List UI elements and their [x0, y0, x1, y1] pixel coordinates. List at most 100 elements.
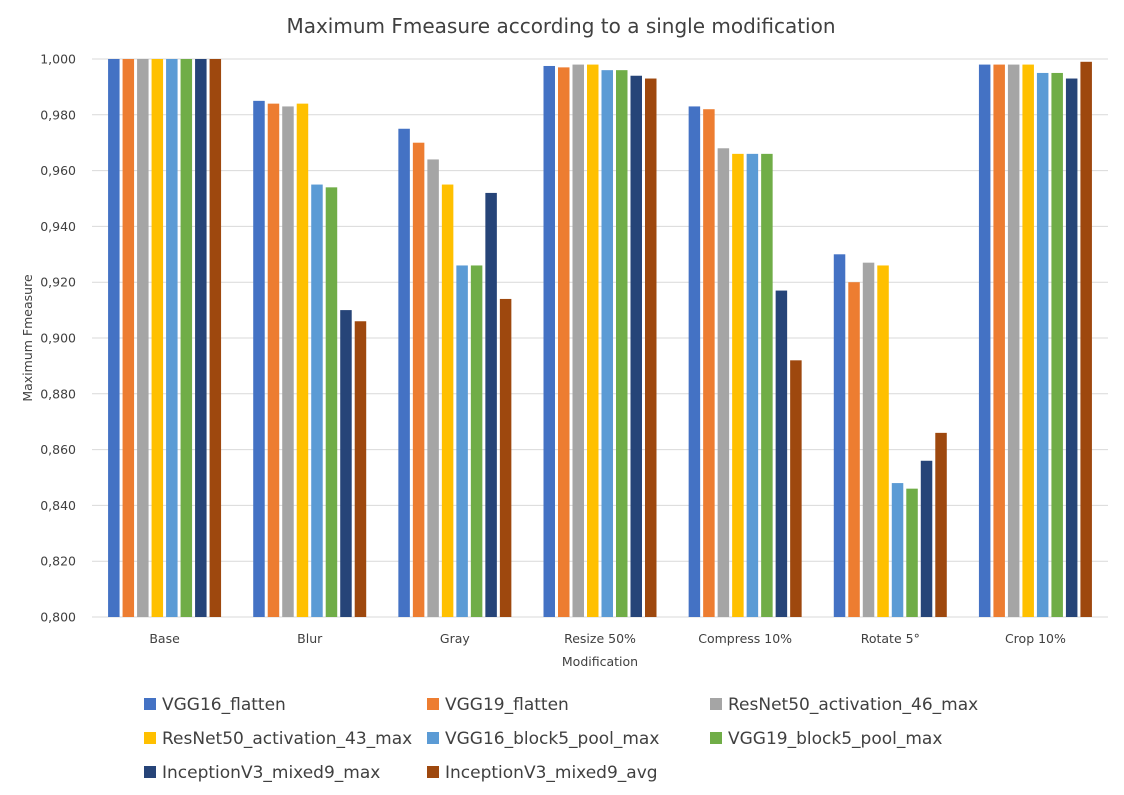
bar-VGG19_flatten-Base: [122, 59, 135, 617]
bar-InceptionV3_mixed9_avg-Rotate 5°: [935, 432, 947, 617]
bar-InceptionV3_mixed9_max-Rotate 5°: [920, 460, 933, 617]
legend-swatch: [144, 698, 156, 710]
bar-InceptionV3_mixed9_max-Base: [195, 59, 207, 617]
legend-item: VGG19_block5_pool_max: [710, 729, 942, 749]
bar-ResNet50_activation_46_max-Resize 50%: [572, 64, 584, 617]
bar-VGG19_flatten-Compress 10%: [703, 109, 715, 617]
bar-InceptionV3_mixed9_max-Compress 10%: [775, 290, 788, 617]
legend-swatch: [144, 766, 156, 778]
legend-label: ResNet50_activation_43_max: [162, 729, 412, 749]
bar-InceptionV3_mixed9_avg-Resize 50%: [645, 78, 657, 617]
bars: [108, 59, 1092, 618]
bar-VGG16_block5_pool_max-Compress 10%: [746, 153, 759, 618]
x-axis-ticks: Base Blur Gray Resize 50% Compress 10% Rotate…: [149, 631, 1066, 646]
bar-VGG19_block5_pool_max-Compress 10%: [761, 153, 773, 618]
bar-VGG16_block5_pool_max-Base: [166, 59, 178, 617]
chart-title: Maximum Fmeasure according to a single m…: [286, 14, 835, 38]
legend-swatch: [427, 766, 439, 778]
bar-VGG19_flatten-Crop 10%: [993, 64, 1005, 617]
x-tick-label: Rotate 5°: [861, 631, 920, 646]
bar-VGG19_block5_pool_max-Blur: [325, 187, 338, 617]
legend-swatch: [710, 698, 722, 710]
bar-VGG19_flatten-Resize 50%: [558, 67, 570, 618]
bar-VGG16_flatten-Compress 10%: [688, 106, 701, 618]
bar-InceptionV3_mixed9_max-Blur: [340, 310, 352, 617]
bar-VGG19_block5_pool_max-Resize 50%: [616, 70, 628, 617]
bar-ResNet50_activation_43_max-Blur: [296, 103, 309, 617]
legend-swatch: [710, 732, 722, 744]
bar-VGG16_block5_pool_max-Resize 50%: [601, 70, 613, 617]
bar-VGG19_block5_pool_max-Rotate 5°: [906, 488, 918, 617]
legend-label: VGG19_block5_pool_max: [728, 729, 942, 749]
bar-VGG16_flatten-Blur: [253, 100, 265, 618]
bar-VGG19_block5_pool_max-Gray: [470, 265, 483, 617]
legend-item: VGG19_flatten: [427, 695, 569, 715]
y-tick-label: 0,860: [40, 442, 76, 457]
legend-swatch: [144, 732, 156, 744]
bar-InceptionV3_mixed9_avg-Gray: [499, 298, 512, 617]
y-tick-label: 0,980: [40, 107, 76, 122]
bar-ResNet50_activation_46_max-Base: [137, 59, 149, 617]
bar-InceptionV3_mixed9_max-Resize 50%: [630, 75, 642, 618]
bar-VGG16_block5_pool_max-Blur: [311, 184, 323, 618]
legend-item: VGG16_block5_pool_max: [427, 729, 659, 749]
bar-VGG16_flatten-Rotate 5°: [833, 254, 846, 618]
legend-label: InceptionV3_mixed9_avg: [445, 763, 658, 783]
x-tick-label: Resize 50%: [564, 631, 636, 646]
bar-ResNet50_activation_46_max-Crop 10%: [1007, 64, 1020, 617]
bar-InceptionV3_mixed9_avg-Compress 10%: [790, 360, 802, 617]
legend-swatch: [427, 732, 439, 744]
y-axis-title: Maximum Fmeasure: [20, 274, 35, 402]
bar-InceptionV3_mixed9_avg-Blur: [354, 321, 367, 617]
bar-InceptionV3_mixed9_avg-Crop 10%: [1080, 61, 1092, 618]
y-tick-label: 0,840: [40, 498, 76, 513]
bar-InceptionV3_mixed9_max-Gray: [485, 192, 497, 618]
legend-swatch: [427, 698, 439, 710]
bar-VGG19_flatten-Rotate 5°: [848, 282, 860, 617]
y-axis-ticks: 0,800 0,820 0,840 0,860 0,880 0,900 0,920 0,940…: [40, 52, 76, 625]
bar-VGG16_block5_pool_max-Rotate 5°: [891, 483, 904, 617]
x-axis-title: Modification: [562, 654, 638, 669]
x-tick-label: Gray: [440, 631, 470, 646]
bar-ResNet50_activation_46_max-Blur: [282, 106, 294, 618]
bar-VGG19_flatten-Blur: [267, 103, 280, 617]
gridlines: [92, 58, 1108, 618]
legend-item: VGG16_flatten: [144, 695, 286, 715]
bar-VGG19_flatten-Gray: [412, 142, 425, 617]
bar-VGG16_flatten-Crop 10%: [978, 64, 991, 617]
y-tick-label: 1,000: [40, 52, 76, 67]
y-tick-label: 0,880: [40, 386, 76, 401]
bar-ResNet50_activation_43_max-Base: [151, 59, 164, 617]
legend-label: VGG16_block5_pool_max: [445, 729, 659, 749]
y-tick-label: 0,960: [40, 163, 76, 178]
bar-ResNet50_activation_46_max-Compress 10%: [717, 148, 730, 617]
x-tick-label: Blur: [297, 631, 323, 646]
legend-item: ResNet50_activation_43_max: [144, 729, 412, 749]
bar-ResNet50_activation_43_max-Crop 10%: [1022, 64, 1034, 617]
bar-VGG19_block5_pool_max-Base: [180, 59, 193, 617]
legend-label: VGG19_flatten: [445, 695, 569, 715]
bar-VGG16_flatten-Base: [108, 59, 120, 617]
legend-item: InceptionV3_mixed9_max: [144, 763, 380, 783]
bar-ResNet50_activation_43_max-Gray: [441, 184, 454, 618]
bar-VGG16_flatten-Resize 50%: [543, 65, 555, 618]
x-tick-label: Compress 10%: [698, 631, 792, 646]
y-tick-label: 0,900: [40, 331, 76, 346]
y-tick-label: 0,940: [40, 219, 76, 234]
legend-label: VGG16_flatten: [162, 695, 286, 715]
bar-ResNet50_activation_46_max-Gray: [427, 159, 439, 617]
bar-InceptionV3_mixed9_max-Crop 10%: [1065, 78, 1078, 617]
x-tick-label: Base: [149, 631, 180, 646]
y-tick-label: 0,820: [40, 554, 76, 569]
legend: VGG16_flatten VGG19_flatten ResNet50_activ…: [144, 695, 978, 783]
bar-ResNet50_activation_43_max-Compress 10%: [732, 153, 744, 618]
bar-VGG16_flatten-Gray: [398, 128, 410, 617]
bar-ResNet50_activation_46_max-Rotate 5°: [862, 262, 875, 617]
bar-ResNet50_activation_43_max-Resize 50%: [587, 64, 599, 617]
bar-ResNet50_activation_43_max-Rotate 5°: [877, 265, 889, 617]
x-tick-label: Crop 10%: [1005, 631, 1066, 646]
y-tick-label: 0,800: [40, 610, 76, 625]
legend-label: InceptionV3_mixed9_max: [162, 763, 380, 783]
